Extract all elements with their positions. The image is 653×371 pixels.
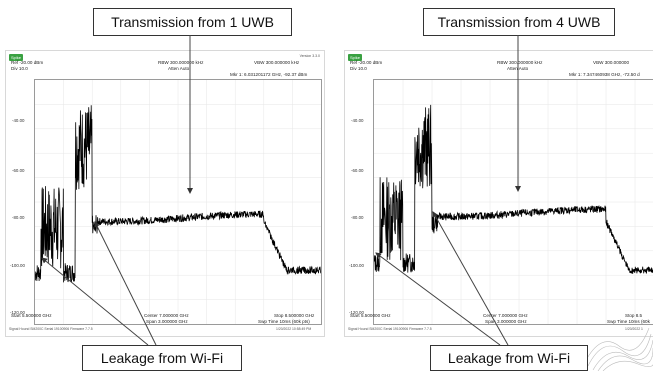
y-tick-label: -40.00: [351, 118, 364, 123]
sweep-time: Swp Time 10ms (60k: [607, 319, 650, 324]
timestamp: 1/20/2022 10:58:49 PM: [276, 327, 312, 331]
y-tick-label: -100.00: [10, 263, 25, 268]
y-tick-label: -120.00: [349, 310, 364, 315]
brand-logo: Spike: [348, 54, 363, 61]
arrow-leak-right-1: [375, 252, 501, 346]
y-tick-label: -80.00: [12, 215, 25, 220]
spectrum-trace-svg: [374, 80, 653, 324]
vbw-label: VBW 300.000000 kHz: [254, 60, 300, 65]
y-tick-label: -100.00: [349, 263, 364, 268]
version-label: Version 3.3.0: [299, 54, 320, 58]
div-scale: Div 10.0: [11, 66, 28, 71]
atten-label: Atten Auto: [168, 66, 190, 71]
marker-readout: Mkr 1: 7.347460938 GHz, -72.50 d: [569, 72, 640, 77]
arrow-leak-left-1: [41, 257, 149, 346]
span-label: Span 3.000000 GHz: [146, 319, 188, 324]
device-info: Signal Hound SM200C Serial 19100906 Firm…: [9, 327, 93, 331]
spectrum-trace: [374, 104, 653, 275]
callout-transmission-1uwb: Transmission from 1 UWB: [93, 8, 292, 36]
stop-freq: Stop 8.5: [625, 313, 643, 318]
marker-readout: Mkr 1: 6.031201172 GHz, -92.37 dBm: [230, 72, 308, 77]
decorative-scribble: [584, 327, 653, 371]
arrow-leak-right-2: [432, 211, 509, 346]
start-freq: Start 5.500000 GHz: [11, 313, 52, 318]
spectrum-panel-left: Spike Version 3.3.0 Ref -20.00 dBm Div 1…: [5, 50, 325, 337]
spectrum-trace: [35, 105, 321, 283]
y-tick-label: -60.00: [351, 168, 364, 173]
arrow-leak-left-2: [94, 221, 157, 346]
spectrum-panel-right: Spike Ref -20.00 dBm Div 10.0 RBW 300.00…: [344, 50, 653, 337]
start-freq: Start 5.500000 GHz: [350, 313, 391, 318]
spectrum-plot: [34, 79, 322, 325]
y-tick-label: -120.00: [10, 310, 25, 315]
y-tick-label: -60.00: [12, 168, 25, 173]
spectrum-trace-svg: [35, 80, 321, 324]
ref-level: Ref -20.00 dBm: [11, 60, 44, 65]
center-freq: Center 7.000000 GHz: [144, 313, 189, 318]
vbw-label: VBW 300.000000: [593, 60, 630, 65]
rbw-label: RBW 300.000000 kHz: [158, 60, 204, 65]
spectrum-plot: [373, 79, 653, 325]
rbw-label: RBW 300.000000 kHz: [497, 60, 543, 65]
sweep-time: Swp Time 10ms (60k pts): [258, 319, 310, 324]
device-info: Signal Hound SM200C Serial 19100906 Firm…: [348, 327, 432, 331]
y-tick-label: -80.00: [351, 215, 364, 220]
center-freq: Center 7.000000 GHz: [483, 313, 528, 318]
span-label: Span 3.000000 GHz: [485, 319, 527, 324]
ref-level: Ref -20.00 dBm: [350, 60, 383, 65]
timestamp: 1/20/2022 1: [625, 327, 643, 331]
y-tick-label: -40.00: [12, 118, 25, 123]
div-scale: Div 10.0: [350, 66, 367, 71]
brand-logo: Spike: [9, 54, 24, 61]
stop-freq: Stop 8.500000 GHz: [274, 313, 315, 318]
callout-transmission-4uwb: Transmission from 4 UWB: [423, 8, 615, 36]
